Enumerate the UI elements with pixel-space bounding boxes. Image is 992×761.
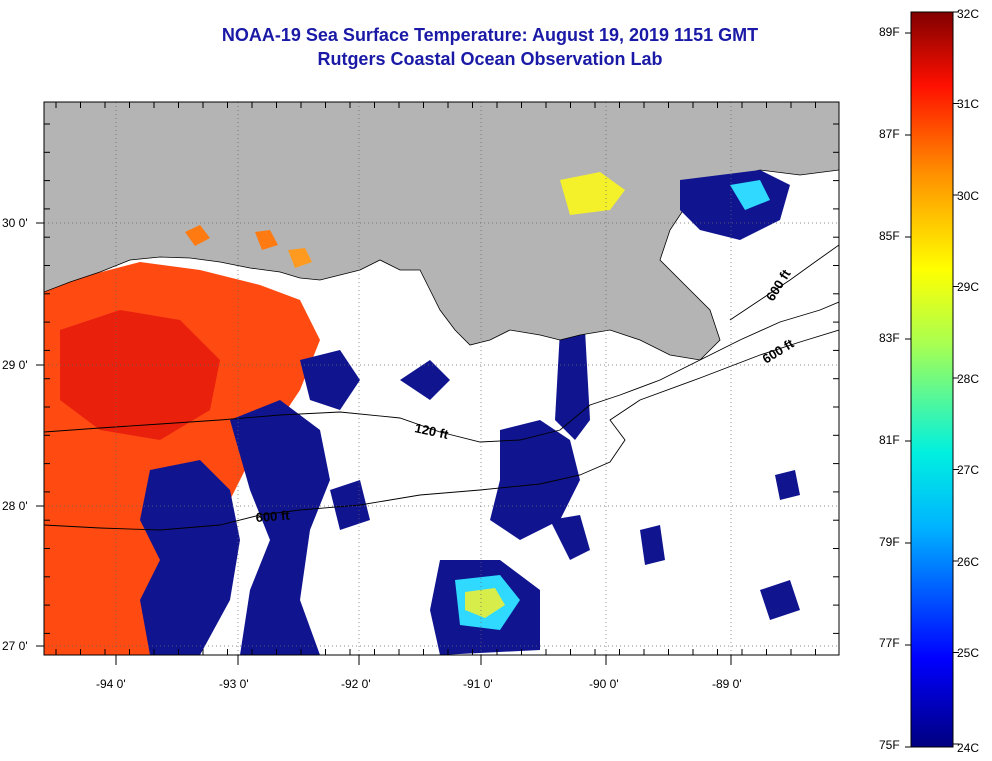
sst-cool-patch xyxy=(490,420,580,540)
colorbar-label-f: 89F xyxy=(879,25,900,39)
sst-warm-core xyxy=(60,310,220,440)
colorbar-label-c: 25C xyxy=(957,646,979,660)
sst-nearshore-patch xyxy=(730,180,770,210)
colorbar-label-c: 29C xyxy=(957,280,979,294)
map-subtitle: Rutgers Coastal Ocean Observation Lab xyxy=(317,49,663,69)
lat-label: 29 0' xyxy=(2,358,28,372)
lon-label: -91 0' xyxy=(463,677,493,691)
lon-label: -94 0' xyxy=(96,677,126,691)
depth-contour-600ft xyxy=(44,329,839,531)
colorbar-label-c: 31C xyxy=(957,97,979,111)
sst-nearshore-patch xyxy=(255,230,278,250)
colorbar-label-f: 79F xyxy=(879,535,900,549)
contour-label-120ft: 120 ft xyxy=(413,420,450,442)
colorbar-label-f: 81F xyxy=(879,433,900,447)
colorbar-label-f: 83F xyxy=(879,331,900,345)
sst-cool-patch xyxy=(555,330,590,440)
sst-cool-patch xyxy=(640,525,665,565)
colorbar-label-c: 30C xyxy=(957,189,979,203)
depth-contour-600ft-east xyxy=(729,244,839,321)
sst-nearshore-patch xyxy=(288,248,312,268)
colorbar-label-f: 87F xyxy=(879,127,900,141)
sst-cool-patch xyxy=(330,480,370,530)
sst-cool-patch xyxy=(760,580,800,620)
sst-cool-patch xyxy=(140,460,240,655)
lon-label: -90 0' xyxy=(589,677,619,691)
lon-label: -89 0' xyxy=(712,677,742,691)
colorbar-label-c: 26C xyxy=(957,555,979,569)
colorbar-label-f: 75F xyxy=(879,738,900,752)
lat-label: 28 0' xyxy=(2,499,28,513)
sst-cool-patch xyxy=(230,400,330,655)
land-mass xyxy=(44,102,839,361)
lon-label: -92 0' xyxy=(341,677,371,691)
map-title: NOAA-19 Sea Surface Temperature: August … xyxy=(221,25,759,45)
colorbar xyxy=(910,11,954,748)
sst-cool-patch xyxy=(775,470,800,500)
colorbar-label-c: 24C xyxy=(957,741,979,755)
lon-label: -93 0' xyxy=(219,677,249,691)
contour-label-600ft-west: 600 ft xyxy=(255,508,291,525)
colorbar-label-f: 77F xyxy=(879,636,900,650)
sst-yellow-patch xyxy=(465,588,505,618)
colorbar-label-c: 28C xyxy=(957,372,979,386)
colorbar-label-f: 85F xyxy=(879,229,900,243)
sst-cool-patch xyxy=(400,360,450,400)
lat-label: 30 0' xyxy=(2,216,28,230)
lat-label: 27 0' xyxy=(2,639,28,653)
colorbar-label-c: 27C xyxy=(957,463,979,477)
sst-cool-patch xyxy=(550,515,590,560)
sst-nearshore-patch xyxy=(560,172,625,215)
colorbar-label-c: 32C xyxy=(957,7,979,21)
sst-nearshore-patch xyxy=(185,225,210,246)
depth-contour-120ft xyxy=(44,301,839,443)
